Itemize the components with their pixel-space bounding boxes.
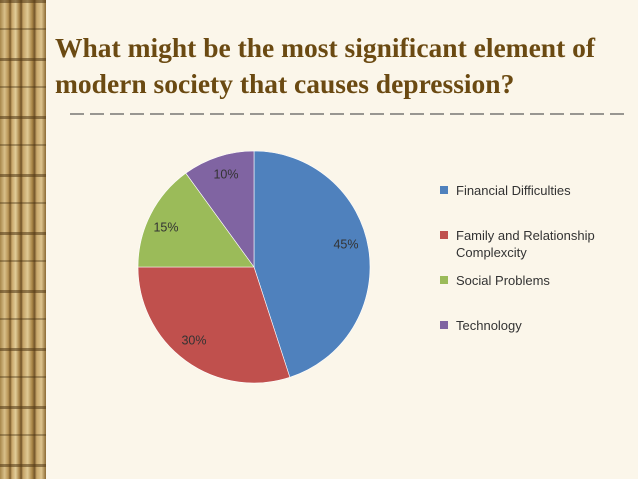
legend-label-1: Financial Difficulties	[456, 183, 571, 198]
legend-item-4: Technology	[440, 317, 522, 334]
dashed-divider	[70, 113, 630, 115]
pie-slice-2	[137, 266, 291, 384]
data-label-1: 45%	[333, 237, 358, 251]
legend-label-4: Technology	[456, 318, 522, 333]
legend-swatch-1	[440, 186, 448, 194]
legend-label-2: Family and Relationship Complexcity	[456, 228, 595, 260]
pie-slice-4	[185, 150, 255, 268]
legend-swatch-4	[440, 321, 448, 329]
legend-swatch-3	[440, 276, 448, 284]
legend-item-1: Financial Difficulties	[440, 182, 571, 199]
legend-label-3: Social Problems	[456, 273, 550, 288]
legend-swatch-2	[440, 231, 448, 239]
data-label-3: 15%	[153, 220, 178, 234]
legend-item-2: Family and Relationship Complexcity	[440, 227, 630, 261]
legend-item-3: Social Problems	[440, 272, 550, 289]
pie-slice-1	[253, 150, 371, 378]
pie-slice-3	[137, 172, 255, 268]
data-label-4: 10%	[213, 167, 238, 181]
data-label-2: 30%	[181, 333, 206, 347]
bamboo-border	[0, 0, 46, 479]
slide-title: What might be the most significant eleme…	[55, 32, 596, 99]
